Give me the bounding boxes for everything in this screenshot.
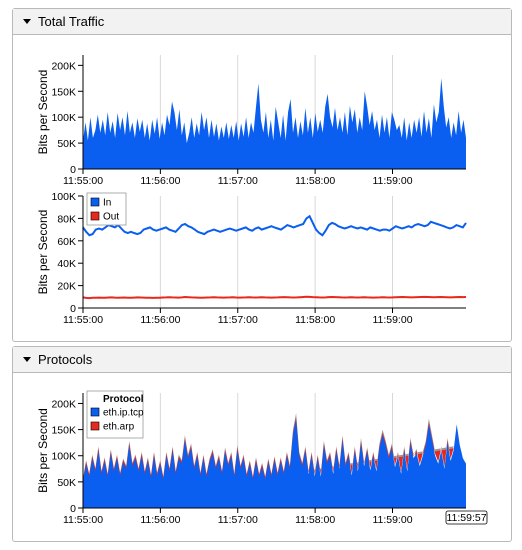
collapse-triangle-icon[interactable]: [23, 19, 31, 24]
series-eth-ip-tcp-area: [83, 419, 466, 508]
panel-title: Protocols: [38, 352, 93, 367]
x-tick-label: 11:59:00: [372, 514, 412, 526]
legend-title: Protocol: [103, 394, 144, 405]
in-out-legend: In Out: [86, 192, 127, 226]
legend-swatch-eth-arp: [90, 421, 100, 431]
y-tick-label: 200K: [51, 398, 76, 410]
x-tick-label: 11:59:00: [372, 314, 412, 326]
y-tick-label: 50K: [57, 477, 76, 489]
hover-time-label: 11:59:57: [445, 510, 488, 525]
y-tick-label: 100K: [51, 451, 76, 463]
y-axis-label: Bits per Second: [36, 70, 50, 155]
legend-label-out: Out: [103, 212, 119, 223]
y-tick-label: 0: [70, 303, 76, 315]
legend-label-eth-ip-tcp: eth.ip.tcp: [103, 408, 144, 419]
x-tick-label: 11:56:00: [140, 314, 180, 326]
y-axis-label: Bits per Second: [36, 408, 50, 493]
y-tick-label: 50K: [57, 138, 76, 150]
x-tick-label: 11:56:00: [140, 514, 180, 526]
legend-swatch-eth-ip-tcp: [90, 407, 100, 417]
x-tick-label: 11:56:00: [140, 175, 180, 187]
y-tick-label: 0: [70, 164, 76, 176]
y-axis-label: Bits per Second: [36, 210, 50, 295]
y-tick-label: 150K: [51, 425, 76, 437]
series-in-line: [82, 214, 467, 237]
series-out-line: [82, 295, 467, 300]
total-traffic-header[interactable]: Total Traffic: [13, 9, 511, 35]
x-tick-label: 11:59:00: [372, 175, 412, 187]
hover-time-box: [445, 510, 488, 525]
y-tick-label: 0: [70, 503, 76, 515]
protocol-legend: Protocol eth.ip.tcp eth.arp: [86, 390, 144, 439]
legend-swatch-in: [90, 197, 100, 207]
x-tick-label: 11:55:00: [63, 514, 103, 526]
total-traffic-panel: Total Traffic: [12, 8, 512, 342]
y-tick-label: 150K: [51, 86, 76, 98]
y-tick-label: 40K: [57, 258, 76, 270]
panel-title: Total Traffic: [38, 14, 105, 29]
y-tick-label: 100K: [51, 191, 76, 203]
series-total-area: [83, 78, 466, 169]
y-tick-label: 80K: [57, 213, 76, 225]
x-tick-label: 11:55:00: [63, 314, 103, 326]
legend-label-in: In: [103, 198, 111, 209]
collapse-triangle-icon[interactable]: [23, 357, 31, 362]
x-tick-label: 11:58:00: [295, 314, 335, 326]
protocols-header[interactable]: Protocols: [13, 347, 511, 373]
x-tick-label: 11:58:00: [295, 514, 335, 526]
y-tick-label: 200K: [51, 60, 76, 72]
legend-label-eth-arp: eth.arp: [103, 422, 135, 433]
x-tick-label: 11:57:00: [218, 514, 258, 526]
x-tick-label: 11:55:00: [63, 175, 103, 187]
y-tick-label: 20K: [57, 281, 76, 293]
y-tick-label: 60K: [57, 236, 76, 248]
y-tick-label: 100K: [51, 112, 76, 124]
x-tick-label: 11:58:00: [295, 175, 335, 187]
legend-swatch-out: [90, 211, 100, 221]
x-tick-label: 11:57:00: [218, 314, 258, 326]
hover-time-text: 11:59:57: [446, 512, 486, 524]
x-tick-label: 11:57:00: [218, 175, 258, 187]
